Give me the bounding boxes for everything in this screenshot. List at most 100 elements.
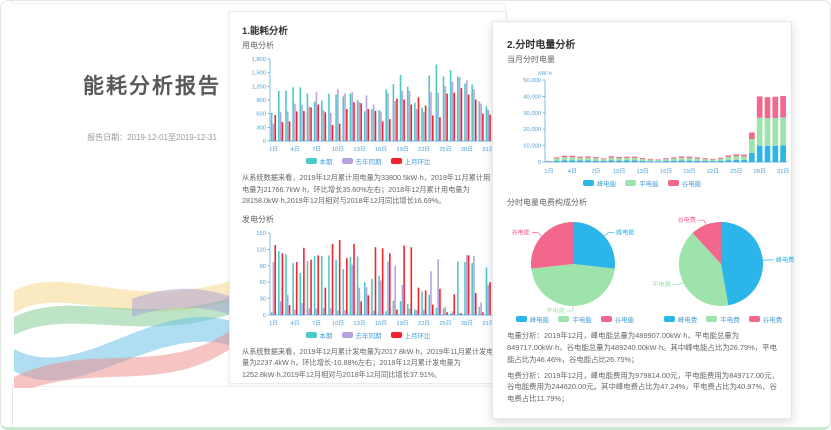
svg-text:31日: 31日	[482, 146, 494, 153]
report-title: 能耗分析报告	[83, 75, 221, 98]
legend-item[interactable]: 去年同期	[341, 330, 382, 340]
legend-item[interactable]: 谷电能	[600, 314, 635, 324]
svg-text:28日: 28日	[461, 320, 473, 327]
svg-text:峰电能: 峰电能	[616, 229, 635, 237]
tou-chart-legend: 峰电能 平电能 谷电能	[507, 177, 777, 189]
x-axis: 1日 4日 7日 10日 13日 16日 19日 22日 25日 28日 31日	[544, 161, 789, 175]
energy-analysis-page: 1.能耗分析 用电分析 0 300 600 900 1,200 1,500 1,800 1日 4…	[229, 11, 507, 384]
svg-text:7日: 7日	[312, 146, 321, 153]
legend-swatch	[706, 316, 718, 322]
legend-label: 上月环比	[404, 332, 431, 340]
legend-swatch	[667, 180, 679, 186]
y-axis: 0 10,000 20,000 30,000 40,000 50,000	[523, 78, 546, 166]
section2-heading: 2.分时电量分析	[507, 40, 576, 51]
svg-text:60: 60	[260, 280, 266, 286]
svg-text:22日: 22日	[418, 146, 430, 153]
legend-swatch	[558, 316, 570, 322]
svg-text:25日: 25日	[730, 168, 742, 175]
bars	[270, 239, 491, 315]
legend-swatch	[748, 316, 760, 322]
svg-text:28日: 28日	[754, 168, 766, 175]
legend-item[interactable]: 峰电费	[663, 314, 697, 324]
legend-swatch	[390, 331, 402, 338]
legend-swatch	[390, 158, 402, 164]
pie-slices	[530, 222, 615, 306]
svg-text:1,200: 1,200	[251, 84, 266, 90]
legend-item[interactable]: 平电能	[625, 178, 659, 188]
generation-subtitle: 发电分析	[242, 214, 274, 224]
svg-text:13日: 13日	[636, 168, 648, 175]
svg-text:10,000: 10,000	[523, 144, 541, 150]
legend-item[interactable]: 去年同期	[341, 156, 382, 166]
legend-item[interactable]: 峰电能	[515, 314, 550, 324]
x-axis: 1日 4日 7日 10日 13日 16日 19日 22日 25日 28日 31日	[269, 140, 495, 153]
legend-item[interactable]: 上月环比	[390, 330, 431, 340]
svg-text:7日: 7日	[312, 320, 321, 327]
svg-text:300: 300	[256, 125, 266, 131]
usage-subtitle: 用电分析	[242, 41, 274, 50]
cost-pie-legend: 峰电费 平电费 谷电费	[655, 313, 791, 325]
legend-label: 去年同期	[355, 159, 382, 166]
energy-pie-block: 峰电能 平电能 谷电能 峰电能 平电能 谷电能	[507, 212, 643, 327]
svg-text:28日: 28日	[461, 146, 473, 153]
y-axis-unit: kW·h	[538, 71, 552, 77]
legend-label: 谷电能	[681, 181, 702, 188]
legend-item[interactable]: 本期	[305, 156, 333, 166]
legend-item[interactable]: 本期	[305, 330, 333, 340]
usage-analysis-text: 从系统数据来看，2019年12月累计用电量为33800.5kW·h，2019年1…	[242, 173, 491, 206]
legend-label: 平电能	[572, 317, 592, 324]
report-date: 报告日期：2019-12-01至2019-12-31	[87, 133, 217, 142]
svg-text:30: 30	[260, 296, 266, 302]
svg-text:10日: 10日	[332, 146, 344, 153]
svg-text:7日: 7日	[591, 168, 600, 175]
svg-text:10日: 10日	[332, 320, 344, 327]
legend-item[interactable]: 平电能	[558, 314, 592, 324]
legend-label: 平电能	[639, 181, 659, 188]
svg-text:16日: 16日	[660, 168, 672, 175]
legend-swatch	[305, 158, 317, 164]
svg-text:谷电费: 谷电费	[677, 216, 696, 224]
svg-text:1日: 1日	[269, 146, 278, 153]
tou-subtitle: 当月分时电量	[507, 55, 555, 64]
usage-chart-legend: 本期 去年同期 上月环比	[242, 155, 494, 167]
legend-label: 去年同期	[355, 332, 382, 340]
legend-label: 上月环比	[404, 159, 431, 166]
svg-text:16日: 16日	[375, 146, 387, 153]
legend-label: 峰电能	[529, 317, 550, 324]
svg-text:900: 900	[256, 98, 266, 104]
legend-swatch	[341, 158, 353, 164]
legend-label: 本期	[319, 332, 333, 340]
x-axis: 1日 4日 7日 10日 13日 16日 19日 22日 25日 28日 31日	[269, 314, 495, 327]
pie-subtitle: 分时电量电费构成分析	[507, 198, 587, 207]
legend-item[interactable]: 平电费	[706, 314, 740, 324]
svg-text:峰电费: 峰电费	[776, 256, 795, 264]
legend-label: 谷电能	[614, 317, 635, 324]
svg-text:1日: 1日	[269, 320, 278, 327]
svg-text:19日: 19日	[396, 146, 408, 153]
legend-item[interactable]: 谷电能	[667, 178, 702, 188]
generation-chart-legend: 本期 去年同期 上月环比	[242, 329, 494, 341]
legend-swatch	[515, 316, 527, 322]
legend-swatch	[341, 331, 353, 338]
svg-text:25日: 25日	[439, 146, 451, 153]
legend-item[interactable]: 谷电费	[748, 314, 782, 324]
legend-label: 本期	[319, 159, 333, 166]
y-axis: 0 300 600 900 1,200 1,500 1,800	[251, 57, 271, 145]
legend-item[interactable]: 峰电能	[582, 178, 617, 188]
svg-text:20,000: 20,000	[523, 127, 541, 133]
pie-slices	[679, 222, 764, 306]
svg-text:0: 0	[538, 160, 541, 166]
svg-text:4日: 4日	[291, 320, 300, 327]
svg-text:600: 600	[256, 112, 266, 118]
bars	[546, 95, 786, 162]
legend-label: 峰电能	[596, 181, 617, 188]
svg-text:1,500: 1,500	[251, 71, 266, 77]
svg-text:4日: 4日	[568, 168, 577, 175]
legend-item[interactable]: 上月环比	[390, 156, 431, 166]
